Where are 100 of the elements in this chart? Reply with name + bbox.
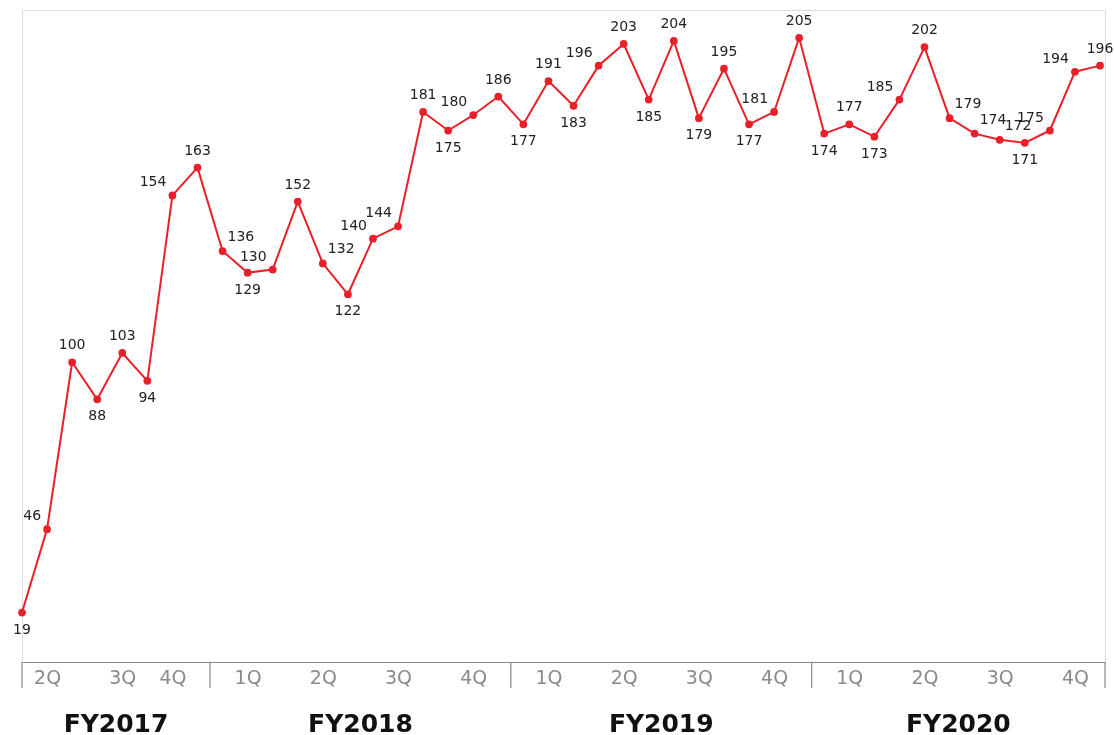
x-tick-label: 1Q: [836, 665, 864, 688]
point: [444, 126, 453, 135]
point: [18, 608, 26, 617]
point: [168, 191, 177, 200]
point: [344, 290, 352, 299]
data-label: 152: [284, 175, 312, 192]
data-label: 180: [440, 93, 468, 110]
data-label: 171: [1011, 150, 1039, 167]
point: [895, 95, 904, 104]
data-label: 100: [58, 336, 86, 353]
data-label: 185: [635, 107, 663, 124]
point: [669, 37, 678, 45]
data-label: 46: [23, 507, 42, 524]
point: [970, 129, 979, 138]
x-tick-label: 1Q: [234, 665, 262, 688]
data-label: 174: [810, 141, 838, 158]
data-label: 163: [184, 141, 211, 158]
text: FY2018: [308, 709, 413, 735]
point: [820, 129, 829, 138]
x-tick-label: 2Q: [610, 665, 638, 688]
point: [920, 43, 929, 51]
data-label: 179: [685, 126, 713, 143]
data-label: 181: [409, 85, 437, 102]
point: [68, 358, 77, 367]
x-tick-label: 3Q: [685, 665, 713, 688]
data-label: 175: [434, 138, 462, 155]
data-label: 132: [327, 240, 355, 257]
data-label: 173: [860, 144, 888, 161]
point: [293, 197, 302, 206]
data-label: 122: [334, 302, 362, 319]
data-label: 179: [954, 95, 982, 112]
text: FY2019: [608, 709, 714, 735]
text: FY2017: [63, 709, 169, 735]
data-label: 129: [234, 280, 261, 297]
point: [870, 132, 879, 141]
point: [118, 349, 127, 357]
data-label: 19: [13, 620, 31, 637]
data-label: 186: [484, 70, 512, 87]
point: [243, 268, 252, 277]
point: [394, 222, 402, 231]
point: [569, 101, 578, 110]
data-label: 183: [560, 113, 587, 130]
data-label: 88: [88, 407, 107, 424]
point: [519, 120, 528, 129]
point: [619, 40, 628, 48]
point: [594, 61, 603, 70]
point: [494, 92, 503, 101]
data-label: 196: [1086, 39, 1114, 56]
data-label: 205: [785, 11, 813, 28]
point: [544, 77, 553, 85]
point: [369, 234, 377, 243]
point: [469, 111, 478, 119]
x-tick-label: 4Q: [460, 665, 488, 688]
point: [1096, 61, 1104, 70]
data-label: 140: [340, 216, 367, 233]
data-label: 196: [565, 43, 593, 60]
data-label: 202: [911, 21, 938, 38]
x-tick-label: 2Q: [911, 665, 939, 688]
x-tick-label: 4Q: [761, 665, 789, 688]
point: [795, 33, 804, 42]
data-label: 177: [835, 98, 863, 115]
point: [419, 108, 427, 116]
data-label: 144: [365, 204, 393, 221]
data-label: 177: [735, 132, 763, 149]
data-label: 136: [227, 228, 255, 245]
data-label: 154: [139, 173, 167, 190]
data-label: 103: [108, 327, 136, 343]
point: [218, 247, 227, 255]
x-tick-label: 2Q: [34, 665, 62, 688]
point: [995, 135, 1004, 144]
data-label: 94: [138, 388, 157, 405]
data-label: 191: [535, 55, 562, 72]
data-label: 203: [610, 17, 638, 34]
point: [1071, 67, 1079, 76]
data-label: 177: [510, 132, 537, 149]
x-tick-label: 3Q: [109, 665, 137, 688]
data-label: 204: [660, 14, 688, 31]
point: [770, 108, 778, 116]
point: [644, 95, 653, 104]
data-label: 130: [239, 247, 267, 264]
x-tick-label: 2Q: [309, 665, 337, 688]
point: [268, 265, 277, 274]
point: [1045, 126, 1054, 135]
x-tick-label: 3Q: [986, 665, 1014, 688]
data-label: 185: [866, 77, 894, 94]
point: [945, 114, 954, 123]
point: [720, 64, 728, 73]
point: [745, 120, 753, 129]
x-tick-label: 4Q: [159, 665, 187, 688]
x-tick-label: 4Q: [1061, 665, 1089, 688]
data-label: 195: [710, 42, 738, 59]
point: [143, 376, 152, 385]
data-label: 181: [741, 89, 769, 106]
data-label: 174: [979, 110, 1007, 127]
point: [1020, 139, 1029, 147]
point: [193, 163, 202, 172]
text: FY2020: [905, 709, 1011, 735]
point: [695, 114, 703, 123]
x-tick-label: 1Q: [535, 665, 563, 688]
point: [318, 259, 327, 268]
